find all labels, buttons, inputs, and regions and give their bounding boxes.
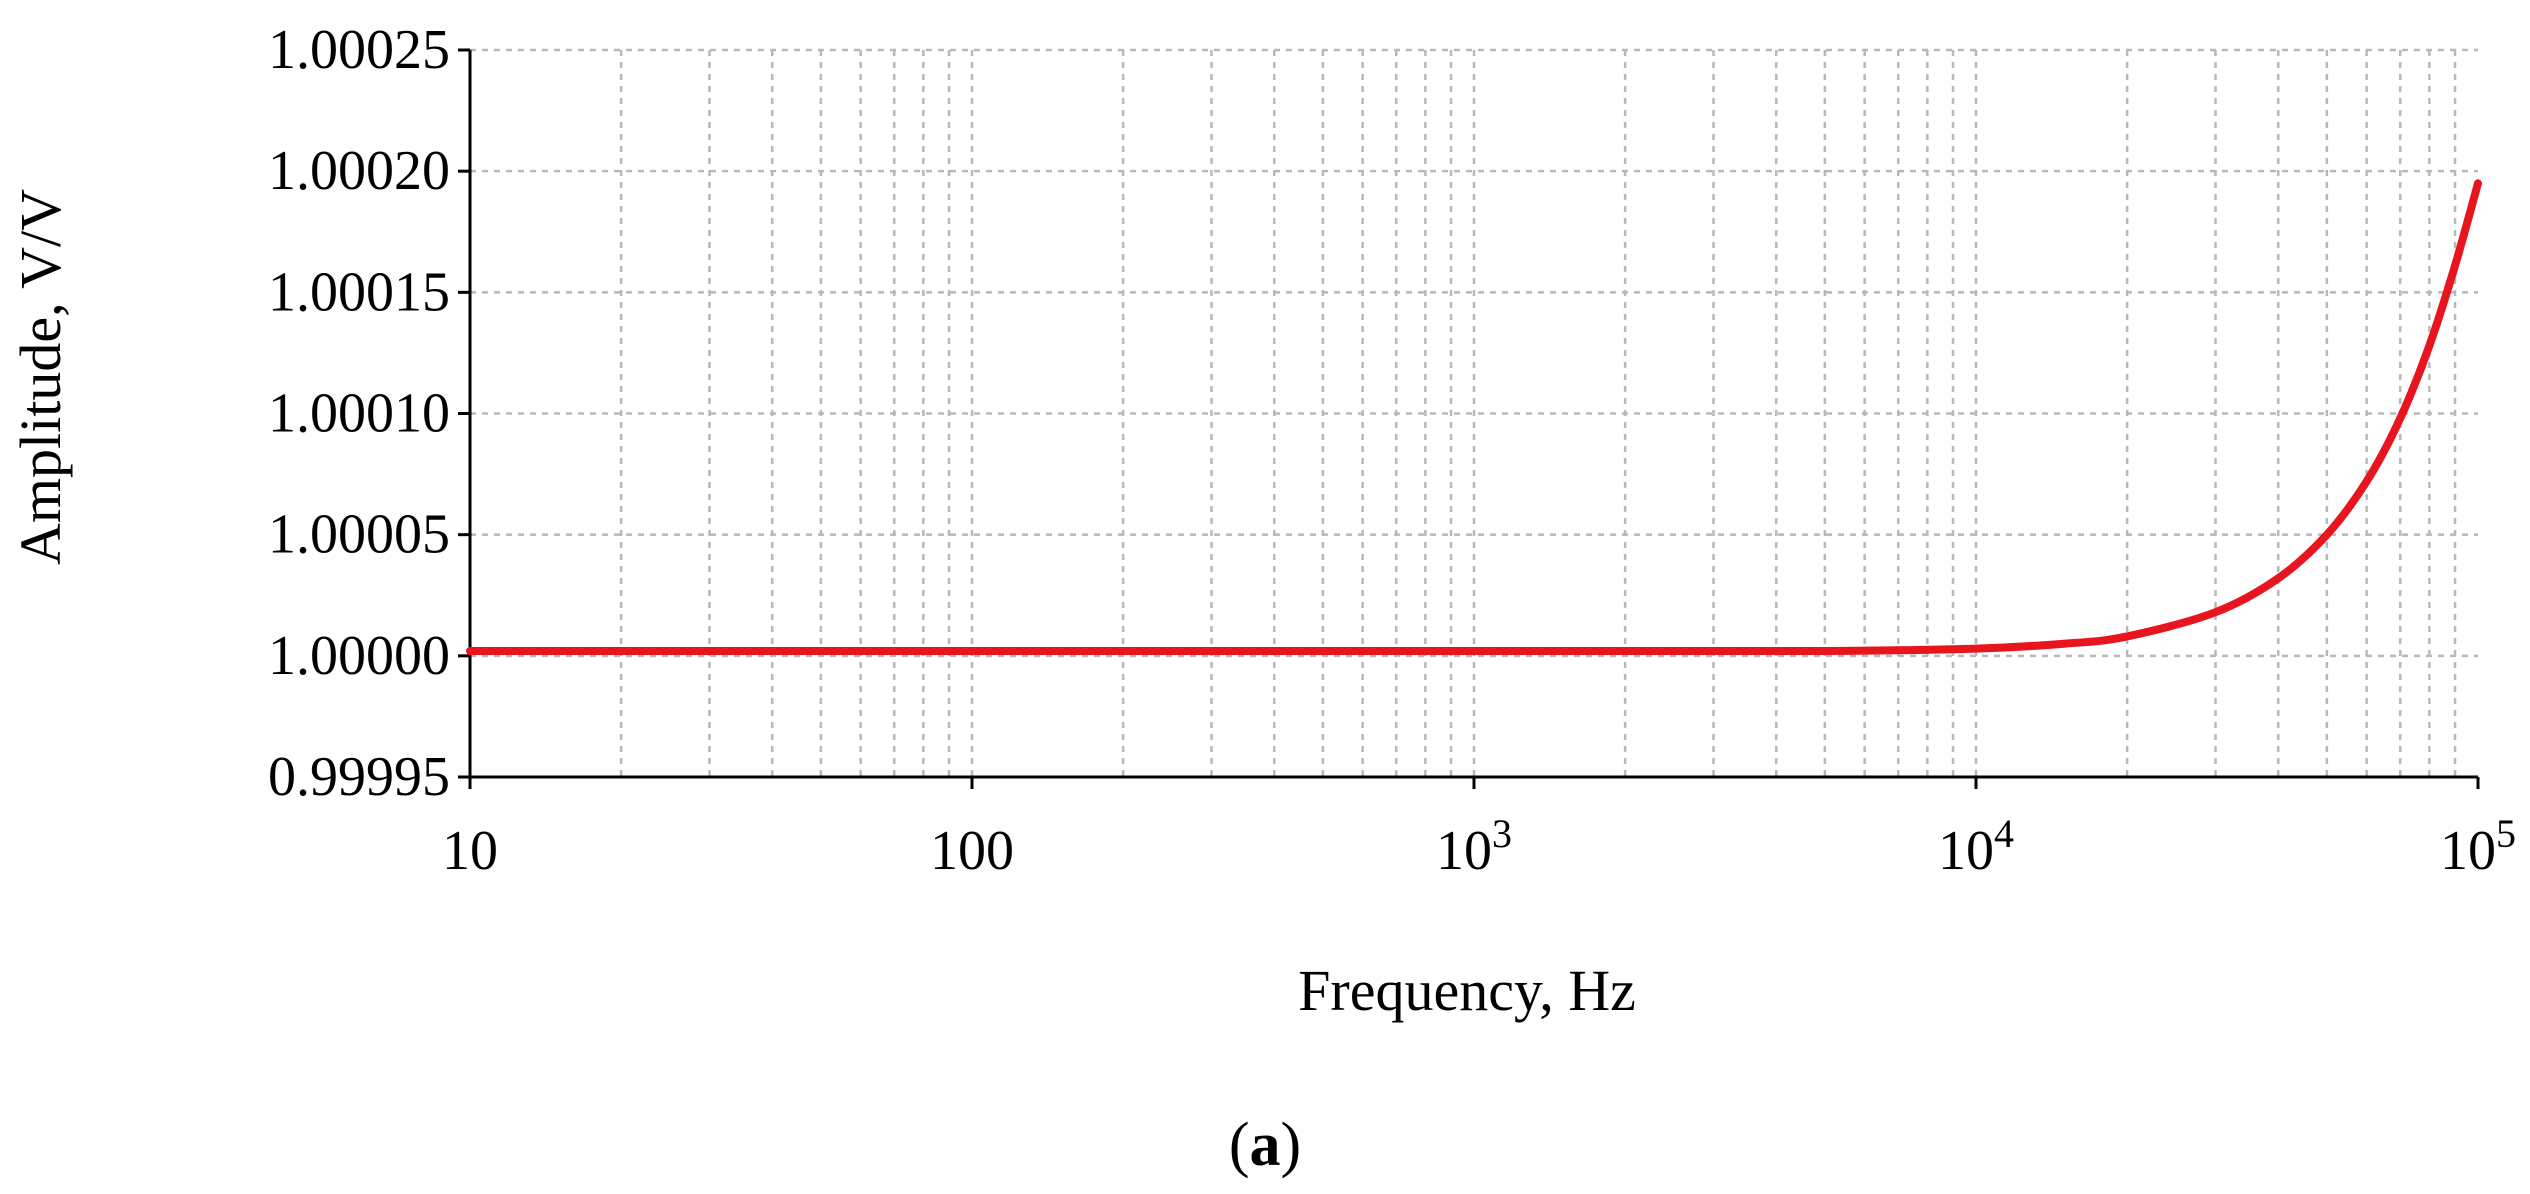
y-tick-label: 1.00010 (268, 383, 450, 445)
panel-label-open: ( (1229, 1111, 1250, 1179)
series-layer (466, 179, 2482, 656)
panel-label: (a) (1229, 1111, 1301, 1179)
y-tick-label: 1.00025 (268, 19, 450, 81)
y-tick-label: 0.99995 (268, 746, 450, 808)
y-axis-title: Amplitude, V/V (8, 189, 73, 565)
panel-label-letter: a (1250, 1111, 1281, 1179)
panel-label-close: ) (1281, 1111, 1302, 1179)
x-tick-label: 105 (2440, 811, 2516, 883)
x-tick-label: 10 (442, 820, 498, 882)
y-tick-label: 1.00015 (268, 261, 450, 323)
x-axis-title: Frequency, Hz (1298, 958, 1636, 1023)
y-tick-labels: 1.00025 1.00020 1.00015 1.00010 1.00005 1.000… (268, 19, 450, 808)
x-tick-labels: 10 100 103 104 105 (442, 811, 2516, 883)
y-tick-label: 1.00005 (268, 504, 450, 566)
y-tick-label: 1.00000 (268, 625, 450, 687)
x-tick-label: 103 (1436, 811, 1512, 883)
x-tick-label: 100 (930, 820, 1014, 882)
series-line-0 (466, 179, 2482, 656)
axes (458, 48, 2480, 789)
x-tick-label: 104 (1938, 811, 2014, 883)
y-tick-label: 1.00020 (268, 140, 450, 202)
grid-lines (470, 48, 2478, 777)
